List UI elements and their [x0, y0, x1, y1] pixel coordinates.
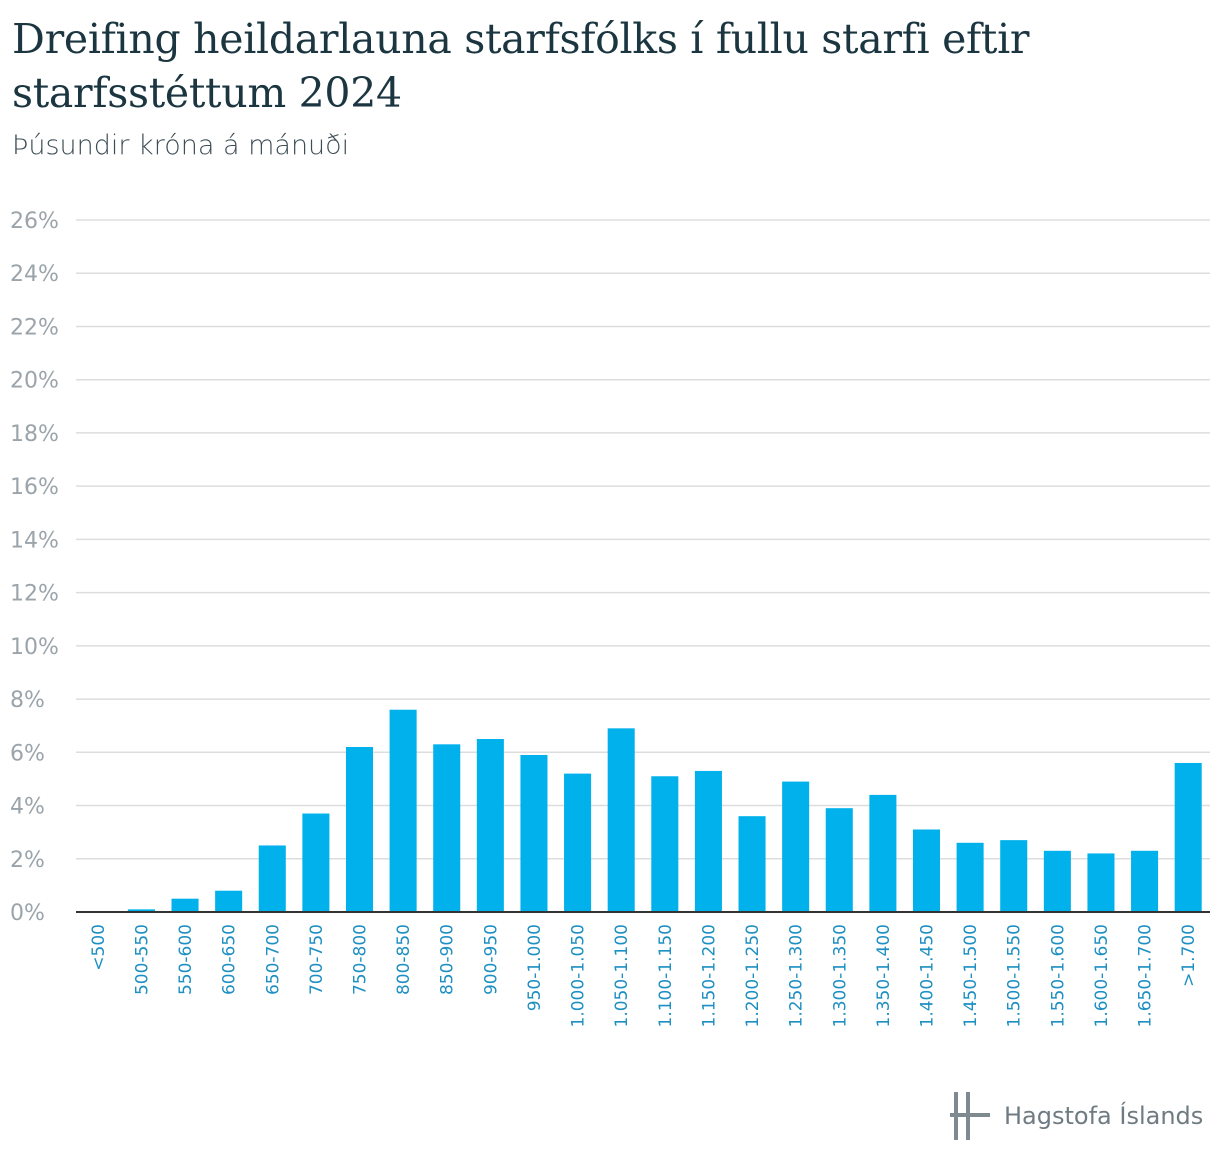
y-axis-ticks: 0% 2% 4% 6% 8% 10% 12% 14% 16% 18% 20% 22% 24% 26%	[10, 209, 59, 926]
x-tick-label: 500-550	[132, 924, 152, 995]
bar	[912, 829, 941, 912]
x-tick-label: 1.450-1.500	[961, 924, 981, 1027]
x-tick-label: >1.700	[1179, 924, 1199, 987]
y-tick-label: 12%	[10, 582, 59, 607]
brand-name: Hagstofa Íslands	[1004, 1102, 1204, 1130]
x-tick-label: 900-950	[481, 924, 501, 995]
bar	[127, 909, 155, 912]
bar	[433, 744, 461, 912]
x-tick-label: 1.550-1.600	[1048, 924, 1068, 1027]
x-tick-label: 650-700	[263, 924, 283, 995]
x-tick-label: 1.200-1.250	[743, 924, 763, 1027]
x-tick-label: 1.300-1.350	[830, 924, 850, 1027]
bar-chart: 0% 2% 4% 6% 8% 10% 12% 14% 16% 18% 20% 22% 24% 26% <5…	[10, 209, 1210, 1027]
bar	[1000, 840, 1028, 912]
y-tick-label: 4%	[10, 795, 45, 820]
x-tick-label: <500	[89, 924, 109, 971]
chart-subtitle: Þúsundir króna á mánuði	[12, 130, 350, 161]
x-tick-label: 850-900	[438, 924, 458, 995]
bar	[869, 794, 897, 912]
y-tick-label: 26%	[10, 209, 59, 234]
hagstofa-logo-icon	[950, 1092, 990, 1140]
x-tick-label: 950-1.000	[525, 924, 545, 1011]
bar	[1131, 850, 1159, 912]
x-axis-ticks: <500 500-550 550-600 600-650 650-700 700-750 7…	[89, 924, 1199, 1027]
bars	[127, 709, 1202, 912]
x-tick-label: 1.650-1.700	[1136, 924, 1156, 1027]
bar	[476, 739, 504, 912]
bar	[825, 808, 853, 912]
x-tick-label: 1.100-1.150	[656, 924, 676, 1027]
x-tick-label: 1.350-1.400	[874, 924, 894, 1027]
x-tick-label: 1.400-1.450	[918, 924, 938, 1027]
y-tick-label: 16%	[10, 475, 59, 500]
x-tick-label: 700-750	[307, 924, 327, 995]
bar	[1087, 853, 1115, 912]
x-tick-label: 1.500-1.550	[1005, 924, 1025, 1027]
x-tick-label: 1.000-1.050	[569, 924, 589, 1027]
bar	[171, 898, 199, 912]
bar	[389, 709, 417, 912]
y-tick-label: 8%	[10, 688, 45, 713]
bar	[345, 746, 374, 912]
bar	[520, 754, 548, 912]
bar	[1174, 762, 1202, 912]
x-tick-label: 550-600	[176, 924, 196, 995]
y-tick-label: 6%	[10, 741, 45, 766]
bar	[215, 890, 243, 912]
x-tick-label: 600-650	[220, 924, 240, 995]
bar	[651, 776, 679, 912]
bar	[607, 728, 635, 912]
y-tick-label: 0%	[10, 901, 45, 926]
x-tick-label: 1.600-1.650	[1092, 924, 1112, 1027]
x-tick-label: 1.250-1.300	[787, 924, 807, 1027]
x-tick-label: 800-850	[394, 924, 414, 995]
y-tick-label: 14%	[10, 528, 59, 553]
y-tick-label: 10%	[10, 635, 59, 660]
y-tick-label: 2%	[10, 848, 45, 873]
x-tick-label: 750-800	[351, 924, 371, 995]
bar	[258, 845, 286, 912]
y-tick-label: 18%	[10, 422, 59, 447]
bar	[302, 813, 330, 912]
bar	[956, 842, 984, 912]
y-tick-label: 24%	[10, 262, 59, 287]
bar	[694, 770, 722, 912]
y-tick-label: 22%	[10, 315, 59, 340]
bar	[1043, 850, 1071, 912]
x-tick-label: 1.050-1.100	[612, 924, 632, 1027]
brand-logo: Hagstofa Íslands	[950, 1090, 1203, 1142]
x-tick-label: 1.150-1.200	[699, 924, 719, 1027]
bar	[782, 781, 810, 912]
bar	[738, 816, 766, 912]
chart-title: Dreifing heildarlauna starfsfólks í full…	[12, 15, 1030, 117]
y-tick-label: 20%	[10, 369, 59, 394]
gridlines	[76, 219, 1210, 860]
bar	[564, 773, 592, 912]
